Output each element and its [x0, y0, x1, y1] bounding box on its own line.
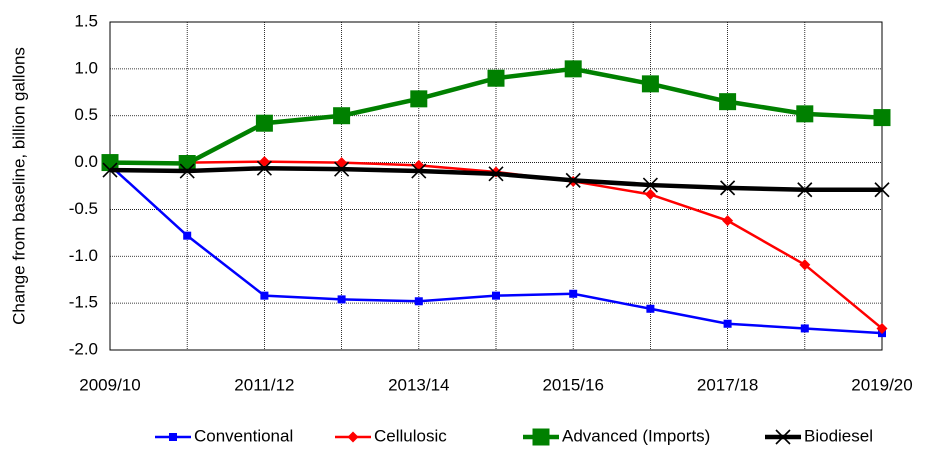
legend-marker [775, 429, 791, 445]
legend-label: Conventional [194, 426, 293, 445]
x-tick-label: 2009/10 [79, 375, 140, 394]
y-tick-label: 1.0 [74, 58, 98, 77]
point-marker [410, 90, 428, 108]
legend-marker [532, 428, 550, 446]
point-marker [722, 215, 734, 227]
x-tick-label: 2013/14 [388, 375, 449, 394]
point-marker [411, 163, 427, 179]
point-marker [183, 231, 192, 240]
y-axis-label: Change from baseline, billion gallons [9, 47, 28, 325]
legend-marker [169, 433, 177, 441]
point-marker [569, 289, 578, 298]
point-marker [333, 107, 351, 125]
point-marker [255, 114, 273, 132]
point-marker [179, 163, 195, 179]
point-marker [873, 109, 891, 127]
point-marker [258, 156, 270, 168]
y-tick-label: 0.5 [74, 105, 98, 124]
y-tick-label: -1.5 [69, 293, 98, 312]
x-tick-label: 2011/12 [234, 375, 294, 394]
point-marker [336, 157, 348, 169]
point-marker [874, 182, 890, 198]
point-marker [564, 60, 582, 78]
point-marker [720, 180, 736, 196]
point-marker [488, 166, 504, 182]
point-marker [800, 324, 809, 333]
point-marker [642, 177, 658, 193]
legend-label: Biodiesel [804, 426, 873, 445]
point-marker [797, 182, 813, 198]
x-tick-label: 2019/20 [851, 375, 912, 394]
point-marker [876, 322, 888, 334]
point-marker [565, 172, 581, 188]
point-marker [256, 160, 272, 176]
x-tick-label: 2017/18 [697, 375, 758, 394]
point-marker [646, 304, 655, 313]
y-tick-label: 1.5 [74, 11, 98, 30]
point-marker [102, 162, 118, 178]
y-tick-label: -1.0 [69, 246, 98, 265]
y-tick-label: -0.5 [69, 199, 98, 218]
point-marker [723, 319, 732, 328]
point-marker [414, 297, 423, 306]
plot-frame [109, 21, 883, 351]
legend-label: Advanced (Imports) [562, 426, 710, 445]
point-marker [719, 93, 737, 111]
point-marker [644, 188, 656, 200]
y-tick-label: -2.0 [69, 339, 98, 358]
point-marker [799, 259, 811, 271]
x-tick-label: 2015/16 [542, 375, 603, 394]
point-marker [492, 291, 500, 300]
point-marker [487, 69, 505, 87]
point-marker [796, 105, 814, 123]
y-tick-label: 0.0 [74, 152, 98, 171]
legend-marker [347, 431, 359, 443]
point-marker [260, 291, 269, 300]
point-marker [337, 295, 346, 304]
point-marker [334, 161, 350, 177]
legend-label: Cellulosic [374, 426, 447, 445]
point-marker [641, 75, 659, 93]
